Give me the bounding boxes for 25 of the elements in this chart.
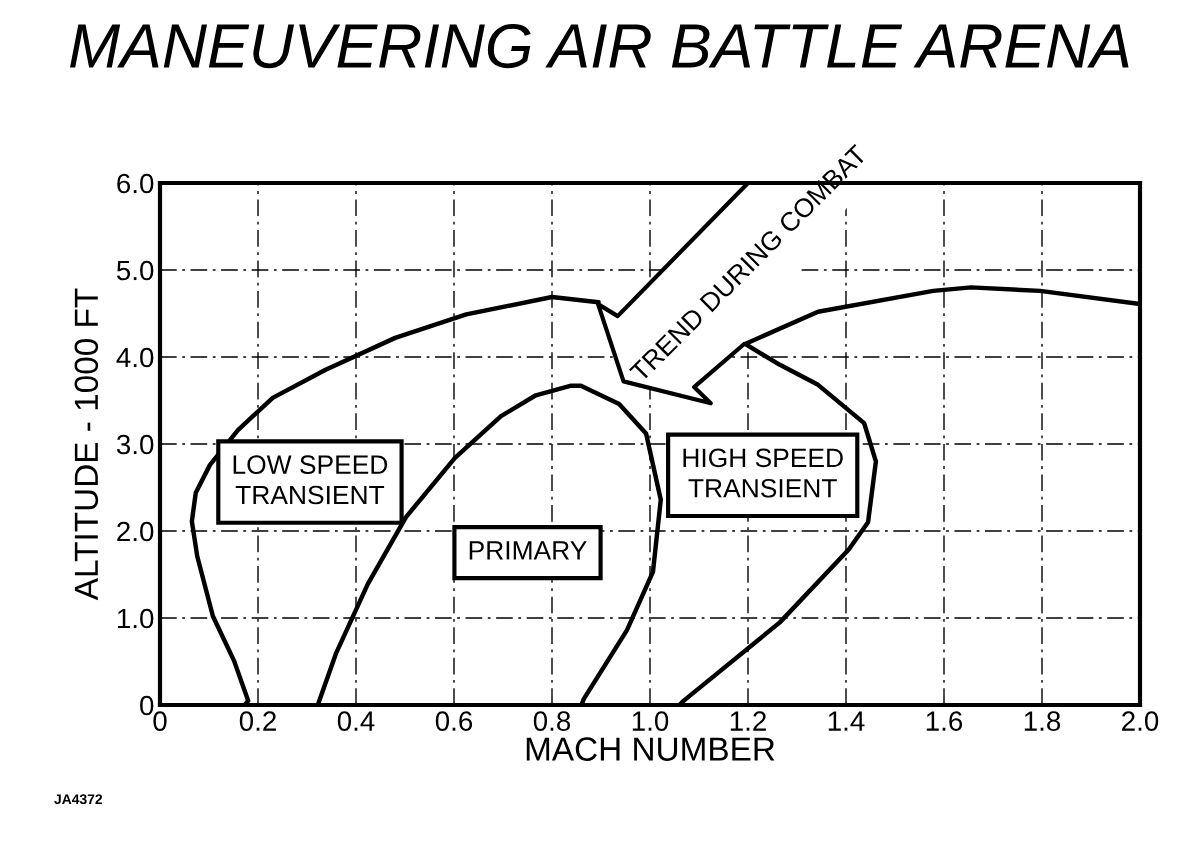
x-tick-label: 1.6 (926, 711, 963, 731)
annotation: HIGH SPEED TRANSIENT (683, 448, 843, 498)
y-axis-title: ALTITUDE - 1000 FT (74, 288, 99, 601)
y-tick-label: 3.0 (116, 434, 154, 455)
x-tick-label: 0 (153, 711, 167, 731)
x-tick-label: 1.2 (730, 711, 766, 731)
y-tick-label: 2.0 (117, 521, 154, 542)
y-tick-label: 4.0 (116, 347, 154, 368)
x-tick-label: 1.4 (828, 711, 865, 731)
x-tick-label: 0.4 (337, 711, 375, 731)
x-tick-label: 0.8 (533, 711, 571, 731)
x-axis-title: MACH NUMBER (526, 737, 775, 761)
chart-title: MANEUVERING AIR BATTLE ARENA (70, 23, 1129, 69)
y-tick-label: 5.0 (116, 260, 154, 281)
text: JA4372 (54, 794, 103, 805)
x-tick-label: 0.2 (239, 711, 276, 731)
x-tick-label: 0.6 (435, 711, 473, 731)
annotation: LOW SPEED TRANSIENT (233, 455, 388, 505)
annotation: PRIMARY (469, 541, 587, 560)
y-tick-label: 6.0 (117, 173, 154, 194)
y-tick-label: 1.0 (117, 608, 154, 629)
x-tick-label: 1.8 (1024, 711, 1061, 731)
x-tick-label: 2.0 (1122, 711, 1159, 731)
y-tick-label: 0 (140, 695, 154, 716)
x-tick-label: 1.0 (632, 711, 669, 731)
